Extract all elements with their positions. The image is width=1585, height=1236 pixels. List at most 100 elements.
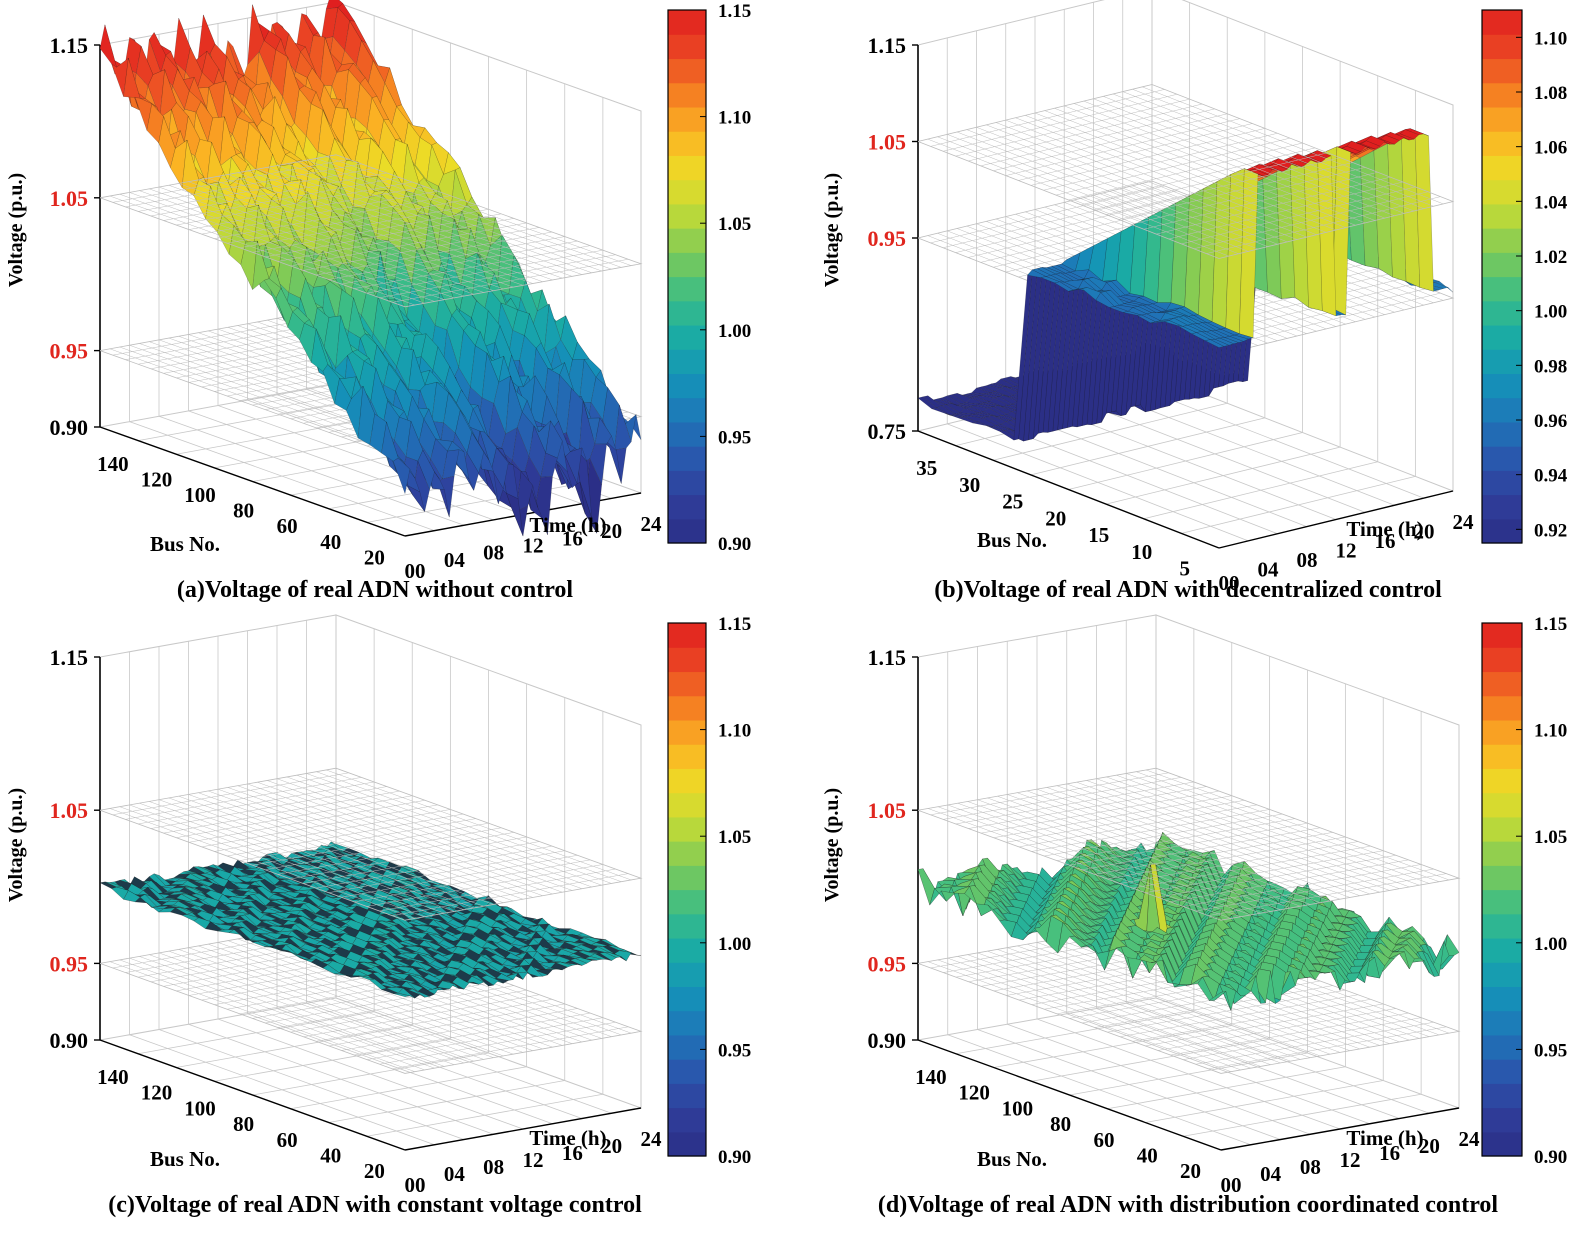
bus-tick-label: 140 <box>97 452 129 476</box>
z-tick-label: 1.15 <box>50 33 89 58</box>
floor-gridline <box>217 1018 524 1130</box>
floor-gridline <box>1143 461 1378 520</box>
colorbar-segment <box>668 470 706 496</box>
bus-tick-label: 25 <box>1002 490 1023 514</box>
panel-b-colorbar: 1.101.081.061.041.021.000.980.960.940.92 <box>1481 9 1568 544</box>
colorbar-tick-label: 0.90 <box>718 1147 751 1168</box>
colorbar-segment <box>668 792 706 818</box>
panel-b-voltage-surface <box>917 128 1454 442</box>
colorbar-segment <box>1482 131 1522 156</box>
voltage-axis-title: Voltage (p.u.) <box>821 173 843 287</box>
bus-tick-label: 100 <box>184 483 216 507</box>
panel-c-colorbar: 1.151.101.051.000.950.90 <box>667 614 751 1168</box>
colorbar-segment <box>668 58 706 84</box>
colorbar-segment <box>668 623 706 648</box>
bus-tick-label: 10 <box>1131 540 1152 564</box>
colorbar-segment <box>668 841 706 866</box>
colorbar-tick-label: 0.98 <box>1534 356 1567 377</box>
colorbar-segment <box>1482 518 1522 544</box>
z-tick-label: 0.95 <box>50 951 89 976</box>
colorbar-segment <box>668 937 706 963</box>
floor-gridline <box>1145 1080 1384 1123</box>
colorbar-segment <box>1482 10 1522 35</box>
colorbar-segment <box>668 889 706 915</box>
colorbar-tick-label: 1.10 <box>1534 28 1567 49</box>
time-tick-label: 24 <box>641 1127 663 1151</box>
colorbar-segment <box>668 349 706 375</box>
colorbar-segment <box>668 744 706 769</box>
colorbar-segment <box>668 671 706 697</box>
floor-gridline <box>1107 1066 1346 1110</box>
panel-caption: (b)Voltage of real ADN with decentralize… <box>934 577 1442 603</box>
panel-caption: (a)Voltage of real ADN without control <box>177 577 574 603</box>
colorbar-segment <box>668 106 706 132</box>
colorbar-segment <box>668 1034 706 1060</box>
z-tick-label: 1.15 <box>868 33 907 58</box>
colorbar-segment <box>668 82 706 108</box>
colorbar-segment <box>668 252 706 278</box>
time-tick-label: 08 <box>483 1155 504 1179</box>
panel-a-voltage-surface <box>99 0 642 537</box>
time-tick-label: 16 <box>562 526 583 550</box>
plane-gridline <box>1157 1008 1396 1051</box>
colorbar-segment <box>668 1107 706 1133</box>
bus-tick-label: 20 <box>1045 506 1066 530</box>
plane-gridline <box>1119 994 1359 1037</box>
floor-gridline <box>1096 1008 1400 1119</box>
colorbar-tick-label: 1.00 <box>718 934 751 955</box>
colorbar-tick-label: 1.04 <box>1534 192 1568 213</box>
colorbar-segment <box>1482 276 1522 302</box>
colorbar-segment <box>668 962 706 988</box>
plane-gridline <box>379 254 616 298</box>
voltage-axis-title: Voltage (p.u.) <box>5 788 27 902</box>
plane-gridline <box>315 999 553 1042</box>
plane-gridline <box>392 1026 629 1070</box>
z-tick-label: 0.75 <box>868 419 907 444</box>
colorbar-segment <box>1482 82 1522 108</box>
panel-b-bus-axis <box>917 430 1220 549</box>
floor-gridline <box>306 1002 612 1114</box>
colorbar-segment <box>1482 300 1522 326</box>
plane-gridline <box>1145 1003 1384 1047</box>
colorbar-segment <box>668 324 706 350</box>
colorbar-segment <box>668 446 706 471</box>
colorbar-tick-label: 1.00 <box>718 321 751 342</box>
z-tick-label: 1.15 <box>50 645 89 670</box>
plane-gridline <box>341 1008 578 1051</box>
bus-tick-label: 20 <box>364 545 385 569</box>
floor-gridline <box>1066 1013 1370 1125</box>
bus-tick-label: 30 <box>959 473 980 497</box>
time-tick-label: 00 <box>405 559 426 583</box>
panel-a-bus-axis <box>99 426 406 537</box>
panel-d-voltage-surface <box>917 831 1460 1012</box>
colorbar-segment <box>1482 446 1522 471</box>
time-axis-title: Time (h) <box>529 513 606 537</box>
floor-gridline <box>276 1008 583 1119</box>
colorbar-segment <box>1482 155 1522 181</box>
colorbar-tick-label: 1.10 <box>718 721 751 742</box>
colorbar-segment <box>668 986 706 1012</box>
voltage-axis-title: Voltage (p.u.) <box>5 173 27 287</box>
floor-gridline <box>1181 475 1416 534</box>
panel-b-back-wall <box>1151 0 1454 492</box>
colorbar-segment <box>668 518 706 544</box>
colorbar-segment <box>1482 228 1522 253</box>
floor-gridline <box>217 405 524 515</box>
bus-tick-label: 80 <box>233 1112 254 1136</box>
floor-gridline <box>247 1013 553 1125</box>
colorbar-segment <box>668 397 706 423</box>
plane-gridline <box>1170 1012 1409 1056</box>
floor-gridline <box>1064 395 1366 513</box>
colorbar-segment <box>668 1083 706 1109</box>
bus-tick-label: 60 <box>277 514 298 538</box>
time-tick-label: 08 <box>483 541 504 565</box>
panel-a-colorbar: 1.151.101.051.000.950.90 <box>667 1 751 555</box>
colorbar-segment <box>668 34 706 60</box>
colorbar-segment <box>668 816 706 842</box>
bus-tick-label: 60 <box>277 1128 298 1152</box>
bus-axis-title: Bus No. <box>150 532 220 556</box>
bus-tick-label: 20 <box>364 1159 385 1183</box>
